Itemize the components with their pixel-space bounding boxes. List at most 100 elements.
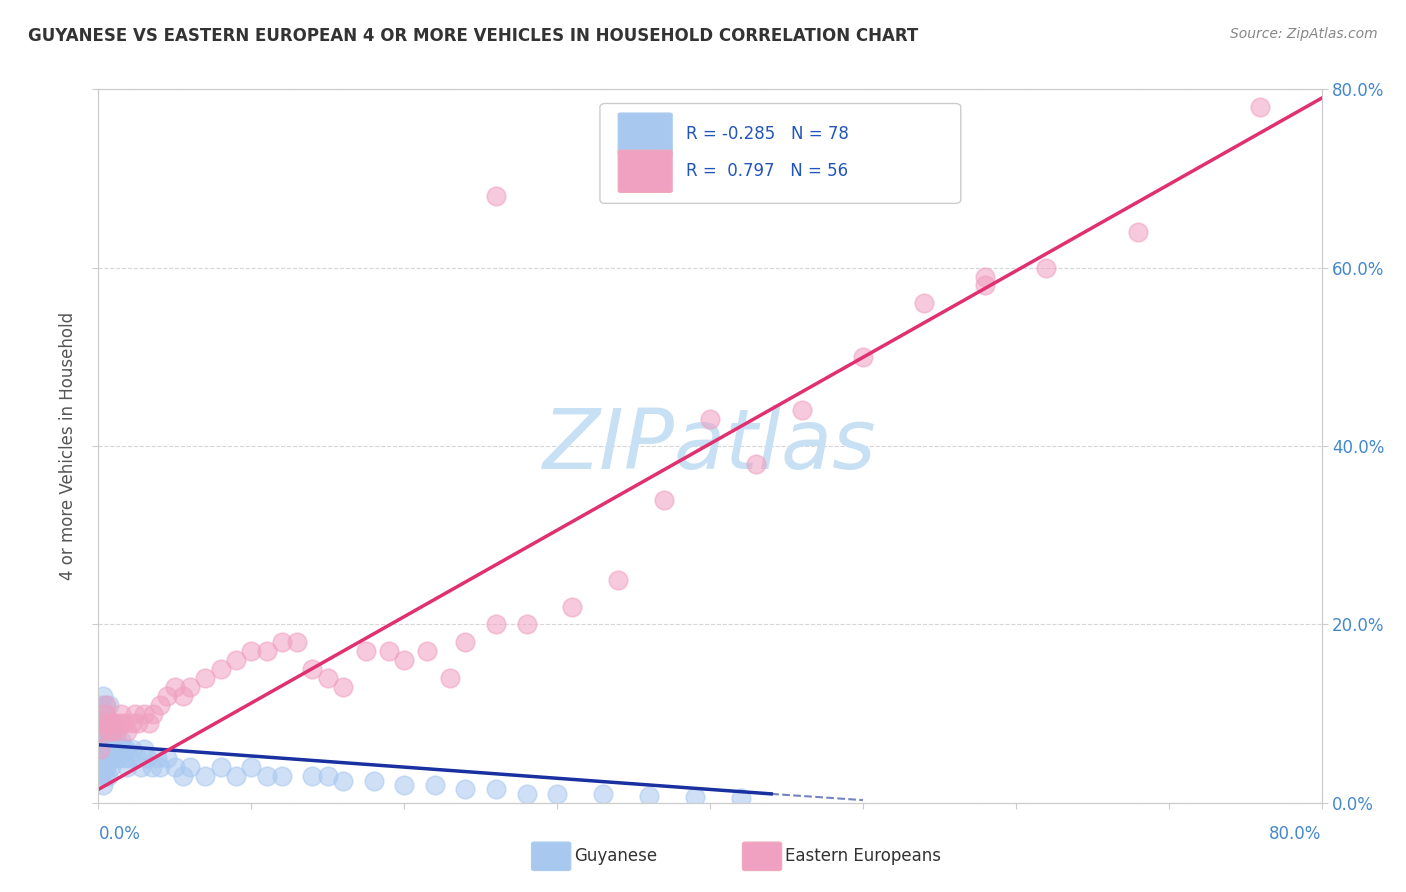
Point (194, 769, 217, 783)
Point (97, 733, 120, 747)
Point (301, 662, 323, 676)
Point (94, 751, 117, 765)
Point (90, 724, 112, 739)
Point (97, 715, 120, 730)
Point (134, 706, 156, 721)
Point (285, 635, 308, 649)
Point (90, 715, 112, 730)
Point (89, 742, 111, 756)
Text: Source: ZipAtlas.com: Source: ZipAtlas.com (1230, 27, 1378, 41)
Point (100, 733, 122, 747)
Point (363, 773, 385, 788)
Point (423, 778, 446, 792)
Point (392, 778, 416, 792)
Point (730, 791, 752, 805)
Point (592, 787, 614, 801)
Point (94, 706, 117, 721)
Point (91, 733, 114, 747)
Point (240, 644, 263, 658)
Point (115, 742, 138, 756)
Y-axis label: 4 or more Vehicles in Household: 4 or more Vehicles in Household (59, 312, 77, 580)
Point (98, 724, 121, 739)
Point (149, 760, 172, 774)
Point (225, 653, 247, 667)
Point (332, 680, 354, 694)
Point (117, 724, 139, 739)
Point (561, 599, 583, 614)
Point (98, 698, 121, 712)
Point (121, 742, 143, 756)
Point (516, 787, 538, 801)
Text: Guyanese: Guyanese (574, 847, 657, 865)
Point (90, 760, 112, 774)
Point (121, 715, 143, 730)
Text: R = -0.285   N = 78: R = -0.285 N = 78 (686, 125, 848, 143)
Point (142, 706, 165, 721)
Point (89, 751, 111, 765)
Point (974, 278, 997, 293)
Point (91, 715, 114, 730)
Text: GUYANESE VS EASTERN EUROPEAN 4 OR MORE VEHICLES IN HOUSEHOLD CORRELATION CHART: GUYANESE VS EASTERN EUROPEAN 4 OR MORE V… (28, 27, 918, 45)
Point (454, 782, 477, 797)
Point (101, 715, 124, 730)
Point (87, 742, 110, 756)
Point (91, 778, 114, 792)
Point (145, 751, 167, 765)
Point (852, 350, 875, 364)
Point (1035, 260, 1057, 275)
Point (89, 760, 111, 774)
Point (134, 742, 156, 756)
Point (699, 412, 721, 426)
Point (127, 715, 149, 730)
Point (316, 671, 339, 685)
Point (103, 715, 125, 730)
Point (546, 787, 568, 801)
Point (118, 751, 141, 765)
Text: 80.0%: 80.0% (1270, 825, 1322, 843)
Point (179, 680, 201, 694)
Point (301, 769, 323, 783)
Point (93, 698, 115, 712)
Point (485, 617, 508, 632)
Point (1249, 100, 1271, 114)
Point (454, 635, 477, 649)
Text: Eastern Europeans: Eastern Europeans (785, 847, 941, 865)
Point (98, 751, 121, 765)
Point (637, 789, 661, 803)
FancyBboxPatch shape (619, 150, 672, 193)
FancyBboxPatch shape (619, 113, 672, 155)
Point (110, 733, 132, 747)
Point (97, 769, 120, 783)
Point (256, 644, 278, 658)
Point (108, 715, 131, 730)
Point (117, 760, 139, 774)
Point (100, 715, 122, 730)
FancyBboxPatch shape (600, 103, 960, 203)
Point (485, 189, 508, 203)
Point (105, 733, 128, 747)
Point (94, 724, 117, 739)
Point (156, 751, 179, 765)
Point (93, 742, 115, 756)
Point (90, 769, 112, 783)
Point (98, 724, 121, 739)
Point (316, 769, 339, 783)
Point (90, 698, 112, 712)
Point (652, 492, 675, 507)
Point (103, 724, 125, 739)
Point (332, 773, 354, 788)
Point (91, 751, 114, 765)
Point (93, 706, 115, 721)
Point (209, 662, 232, 676)
Text: 0.0%: 0.0% (98, 825, 141, 843)
Point (129, 760, 152, 774)
Point (683, 790, 706, 805)
Point (94, 760, 117, 774)
Point (91, 706, 114, 721)
Point (101, 724, 124, 739)
Point (141, 760, 163, 774)
Point (439, 671, 461, 685)
Point (105, 724, 128, 739)
Point (516, 617, 538, 632)
Point (93, 769, 115, 783)
